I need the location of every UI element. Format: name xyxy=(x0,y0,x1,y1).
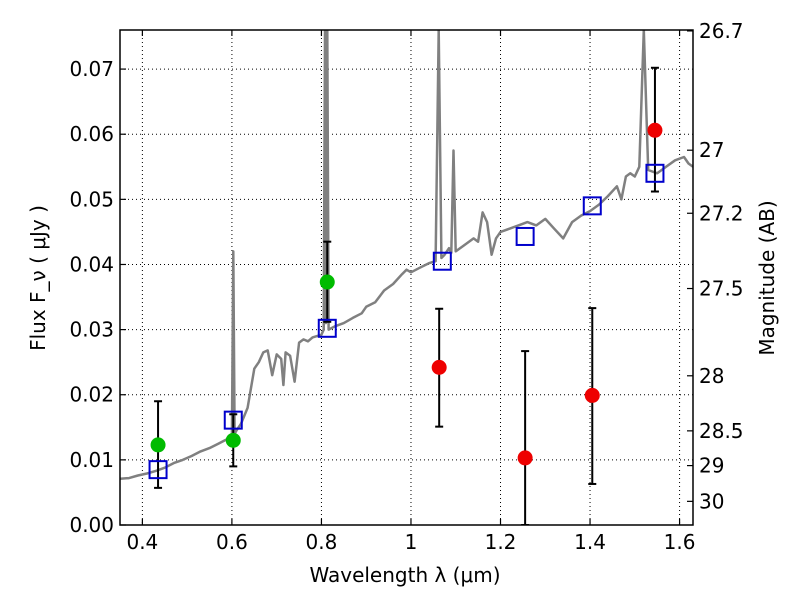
data-point xyxy=(225,432,241,448)
right-tick-label: 27.2 xyxy=(699,201,744,225)
data-point xyxy=(647,122,663,138)
plot-frame xyxy=(119,29,694,526)
model-flux-square xyxy=(148,460,168,480)
x-tick-label: 1 xyxy=(405,530,418,554)
right-axis-label: Magnitude (AB) xyxy=(755,200,779,355)
y-tick-label: 0.00 xyxy=(69,513,114,537)
model-flux-square xyxy=(223,410,243,430)
data-point xyxy=(431,359,447,375)
data-point xyxy=(150,437,166,453)
axes-ticks: 0.4 0.6 0.8 1 1.2 1.4 1.6 0.00 0.01 0.02 0.03 0.04 0… xyxy=(69,19,743,554)
model-flux-square xyxy=(515,226,535,246)
x-axis-label: Wavelength λ (μm) xyxy=(309,563,500,587)
right-tick-label: 26.7 xyxy=(699,19,744,43)
data-point xyxy=(517,450,533,466)
model-spectrum-line xyxy=(120,30,693,481)
right-tick-label: 28 xyxy=(699,364,724,388)
plot-area xyxy=(120,30,693,525)
right-tick-label: 27.5 xyxy=(699,277,744,301)
x-tick-label: 1.4 xyxy=(574,530,606,554)
y-axis-label: Flux F_ν ( μJy ) xyxy=(26,205,50,351)
right-tick-label: 28.5 xyxy=(699,419,744,443)
model-flux-square xyxy=(432,251,452,271)
model-flux-square xyxy=(582,196,602,216)
model-flux-square xyxy=(645,163,665,183)
y-tick-label: 0.04 xyxy=(69,252,114,276)
right-tick-label: 30 xyxy=(699,489,724,513)
right-tick-label: 27 xyxy=(699,138,724,162)
x-tick-label: 0.6 xyxy=(216,530,248,554)
y-tick-label: 0.02 xyxy=(69,383,114,407)
data-point xyxy=(584,387,600,403)
grid xyxy=(120,30,693,526)
x-tick-label: 1.2 xyxy=(485,530,517,554)
y-tick-label: 0.01 xyxy=(69,448,114,472)
x-tick-label: 0.8 xyxy=(306,530,338,554)
model-flux-square xyxy=(317,318,337,338)
right-tick-label: 29 xyxy=(699,454,724,478)
y-tick-label: 0.06 xyxy=(69,122,114,146)
data-point xyxy=(319,274,335,290)
x-tick-label: 0.4 xyxy=(126,530,158,554)
y-tick-label: 0.07 xyxy=(69,57,114,81)
y-tick-label: 0.03 xyxy=(69,318,114,342)
y-tick-label: 0.05 xyxy=(69,187,114,211)
x-tick-label: 1.6 xyxy=(664,530,696,554)
